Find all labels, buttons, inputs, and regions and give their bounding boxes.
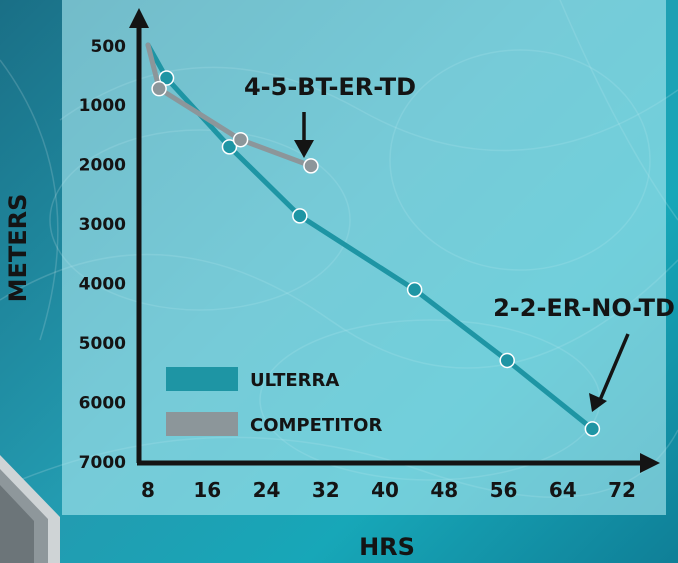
data-point [303,158,319,174]
y-tick-label: 2000 [79,156,126,176]
y-tick-label: 1000 [79,96,126,116]
x-tick-label: 56 [490,478,518,502]
legend-label-competitor: COMPETITOR [250,415,382,436]
data-point [232,131,249,148]
data-point [584,421,601,437]
annotation-label: 2-2-ER-NO-TD [493,294,675,322]
annotation-arrowhead [294,140,314,158]
x-tick-label: 24 [253,478,281,502]
y-tick-label: 3000 [79,215,126,235]
y-axis-arrow [129,8,149,28]
x-tick-label: 16 [193,478,221,502]
y-tick-label: 5000 [79,334,126,354]
corner-decoration [0,455,60,563]
data-point [406,281,423,298]
data-point [158,70,175,86]
x-tick-label: 48 [430,478,458,502]
x-tick-label: 64 [549,478,577,502]
x-tick-label: 32 [312,478,340,502]
x-tick-label: 8 [141,478,155,502]
legend-swatch-ulterra [166,367,238,391]
x-tick-label: 72 [608,478,636,502]
x-axis-arrow [640,453,660,473]
y-tick-label: 4000 [79,275,126,295]
series-line-competitor [145,42,314,169]
annotation-label: 4-5-BT-ER-TD [244,73,416,101]
annotation-arrow [598,333,630,401]
data-point [151,80,167,97]
annotation-arrowhead [589,393,607,412]
data-point [499,352,515,369]
legend-label-ulterra: ULTERRA [250,370,339,391]
y-tick-label: 7000 [79,453,126,473]
data-point [292,208,308,224]
data-point [221,139,238,155]
y-tick-label: 500 [91,37,127,57]
x-axis-label: HRS [359,533,415,561]
x-tick-label: 40 [371,478,399,502]
y-tick-label: 6000 [79,394,126,414]
legend-swatch-competitor [166,412,238,436]
